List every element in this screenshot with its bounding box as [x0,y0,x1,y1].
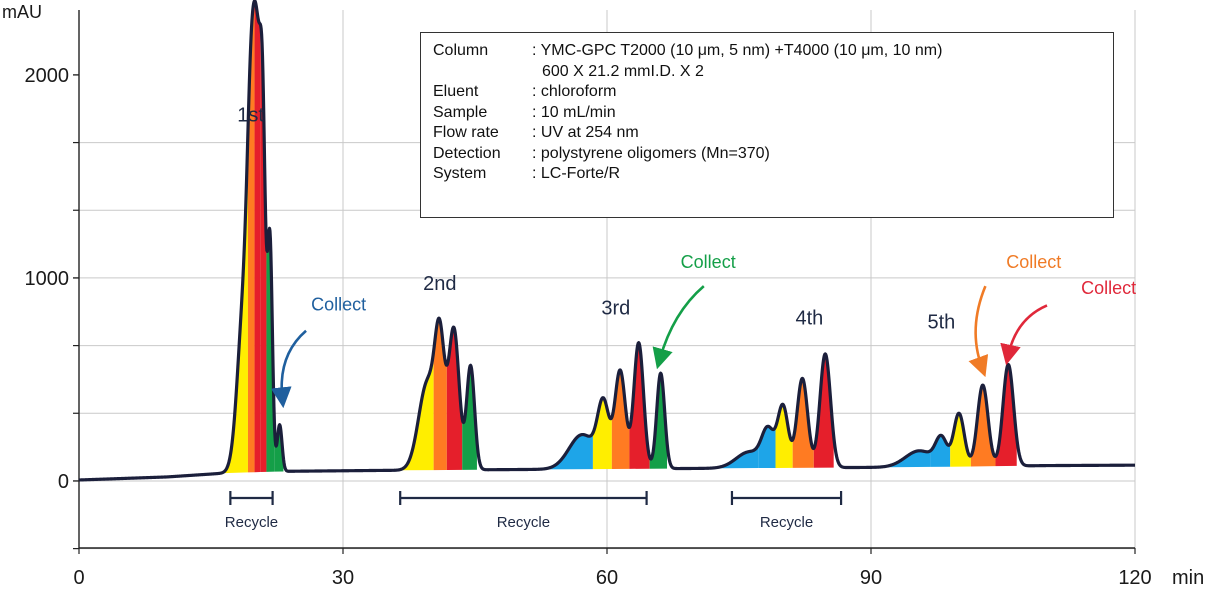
peak-fill [758,426,776,469]
x-tick-label: 30 [332,567,354,589]
condition-row-sample: Sample : 10 mL/min [433,103,1101,124]
peak-fill [792,378,814,468]
collect-label: Collect [1081,278,1136,298]
peak-fill [629,342,650,469]
conditions-box: Column : YMC-GPC T2000 (10 μm, 5 nm) +T4… [420,32,1114,218]
condition-key: Sample [433,103,488,121]
recycle-label: Recycle [497,514,550,531]
condition-row-eluent: Eluent : chloroform [433,82,1101,103]
condition-row-system: System : LC-Forte/R [433,164,1101,185]
condition-row-flow-rate: Flow rate : UV at 254 nm [433,123,1101,144]
condition-key: System [433,165,487,182]
pass-label: 1st [237,105,264,127]
condition-value: : LC-Forte/R [532,165,621,182]
peak-fill [446,327,463,470]
condition-key: Flow rate [433,124,499,141]
axes: 0 1000 2000 0 30 60 90 120 [25,10,1152,589]
peak-fill [970,385,996,467]
peak-fill [254,0,261,473]
recycle-label: Recycle [225,514,278,531]
y-tick-label: 1000 [25,268,70,290]
y-tick-label: 2000 [25,65,70,87]
condition-value: : chloroform [532,83,617,100]
condition-row-column: Column : YMC-GPC T2000 (10 μm, 5 nm) +T4… [433,41,1101,62]
x-tick-label: 120 [1118,567,1151,589]
condition-key: Column [433,42,489,59]
collect-label: Collect [1006,252,1061,272]
x-tick-label: 60 [596,567,618,589]
peak-fill [930,435,951,467]
x-tick-label: 90 [860,567,882,589]
condition-key: Detection [433,144,501,162]
condition-row-detection: Detection : polystyrene oligomers (Mn=37… [433,144,1101,165]
x-unit-label: min [1172,567,1204,589]
chromatogram-line [77,0,1137,482]
collect-arrow [652,285,705,370]
pass-label: 4th [795,308,823,330]
recycle-label: Recycle [760,514,813,531]
chromatogram-trace [77,0,1137,482]
peak-fill [224,130,248,474]
peak-fill [592,397,612,470]
collect-arrow [1000,304,1048,366]
pass-label: 5th [927,312,955,334]
peak-fill [775,404,793,468]
collect-annotations: Collect Collect Collect Collect [270,252,1136,409]
pass-label: 2nd [423,273,456,295]
collect-arrow [270,329,307,409]
peak-fill [401,351,434,471]
condition-value: : 10 mL/min [532,103,616,121]
x-tick-label: 0 [73,567,84,589]
collect-arrow [968,285,989,378]
condition-value: : polystyrene oligomers (Mn=370) [532,144,770,162]
collect-label: Collect [311,294,366,314]
collect-label: Collect [681,252,736,272]
recycle-markers: Recycle Recycle Recycle [225,491,843,531]
peak-fill [709,444,759,469]
condition-value: : UV at 254 nm [532,124,639,141]
pass-labels: 1st 2nd 3rd 4th 5th [237,105,955,334]
peak-fill [260,24,267,473]
condition-value: : YMC-GPC T2000 (10 μm, 5 nm) +T4000 (10… [532,42,943,59]
condition-value-continued: 600 X 21.2 mmI.D. X 2 [542,62,704,80]
y-tick-label: 0 [58,471,69,493]
y-unit-label: mAU [2,2,42,22]
pass-label: 3rd [601,298,630,320]
condition-key: Eluent [433,83,479,100]
